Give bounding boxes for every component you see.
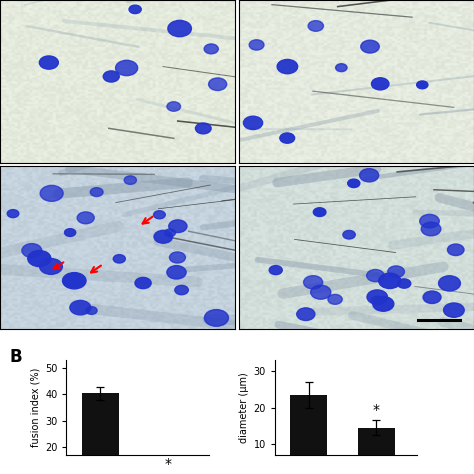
Text: B: B xyxy=(9,348,22,366)
Circle shape xyxy=(373,297,394,311)
Circle shape xyxy=(154,211,165,219)
Circle shape xyxy=(135,277,151,289)
Text: *: * xyxy=(164,457,172,471)
Circle shape xyxy=(367,290,387,304)
Circle shape xyxy=(113,255,125,263)
Circle shape xyxy=(366,269,384,282)
Circle shape xyxy=(438,276,460,291)
Bar xyxy=(82,393,119,474)
Circle shape xyxy=(22,244,42,257)
Y-axis label: fusion index (%): fusion index (%) xyxy=(31,368,41,447)
Circle shape xyxy=(343,230,356,239)
Circle shape xyxy=(204,310,228,326)
Circle shape xyxy=(297,308,315,320)
Circle shape xyxy=(169,220,187,233)
Circle shape xyxy=(348,179,360,188)
Circle shape xyxy=(447,244,464,255)
Circle shape xyxy=(116,60,137,76)
Circle shape xyxy=(164,229,175,237)
Circle shape xyxy=(277,59,298,74)
Circle shape xyxy=(269,265,282,274)
Circle shape xyxy=(124,176,137,184)
Circle shape xyxy=(379,273,401,289)
Circle shape xyxy=(372,78,389,90)
Circle shape xyxy=(361,40,379,53)
Circle shape xyxy=(7,210,19,218)
Circle shape xyxy=(423,291,441,303)
Circle shape xyxy=(398,279,411,288)
Circle shape xyxy=(86,307,97,314)
Circle shape xyxy=(28,250,51,266)
Circle shape xyxy=(175,285,188,295)
Circle shape xyxy=(39,258,63,274)
Circle shape xyxy=(280,133,295,143)
Circle shape xyxy=(90,188,103,197)
Circle shape xyxy=(444,303,464,317)
Circle shape xyxy=(336,64,347,72)
Circle shape xyxy=(70,301,91,315)
Circle shape xyxy=(308,20,323,31)
Circle shape xyxy=(303,276,323,289)
Circle shape xyxy=(39,56,58,69)
Circle shape xyxy=(154,230,173,243)
Circle shape xyxy=(63,273,86,289)
Bar xyxy=(290,395,328,474)
Y-axis label: diameter (μm): diameter (μm) xyxy=(239,372,249,443)
Circle shape xyxy=(168,20,191,36)
Circle shape xyxy=(417,81,428,89)
Circle shape xyxy=(167,265,186,279)
Circle shape xyxy=(204,44,219,54)
Circle shape xyxy=(77,212,94,224)
Circle shape xyxy=(64,228,76,237)
Circle shape xyxy=(360,169,379,182)
Circle shape xyxy=(195,123,211,134)
Text: *: * xyxy=(373,403,380,418)
Circle shape xyxy=(313,208,326,217)
Circle shape xyxy=(310,285,331,299)
Circle shape xyxy=(249,40,264,50)
Circle shape xyxy=(371,296,384,305)
Circle shape xyxy=(244,116,263,129)
Circle shape xyxy=(328,294,342,304)
Circle shape xyxy=(167,102,181,111)
Bar xyxy=(358,428,395,474)
Circle shape xyxy=(40,185,63,201)
Circle shape xyxy=(388,266,404,277)
Circle shape xyxy=(421,222,441,236)
Circle shape xyxy=(209,78,227,91)
Circle shape xyxy=(419,214,439,228)
Circle shape xyxy=(129,5,141,14)
Circle shape xyxy=(170,252,185,263)
Circle shape xyxy=(103,71,119,82)
